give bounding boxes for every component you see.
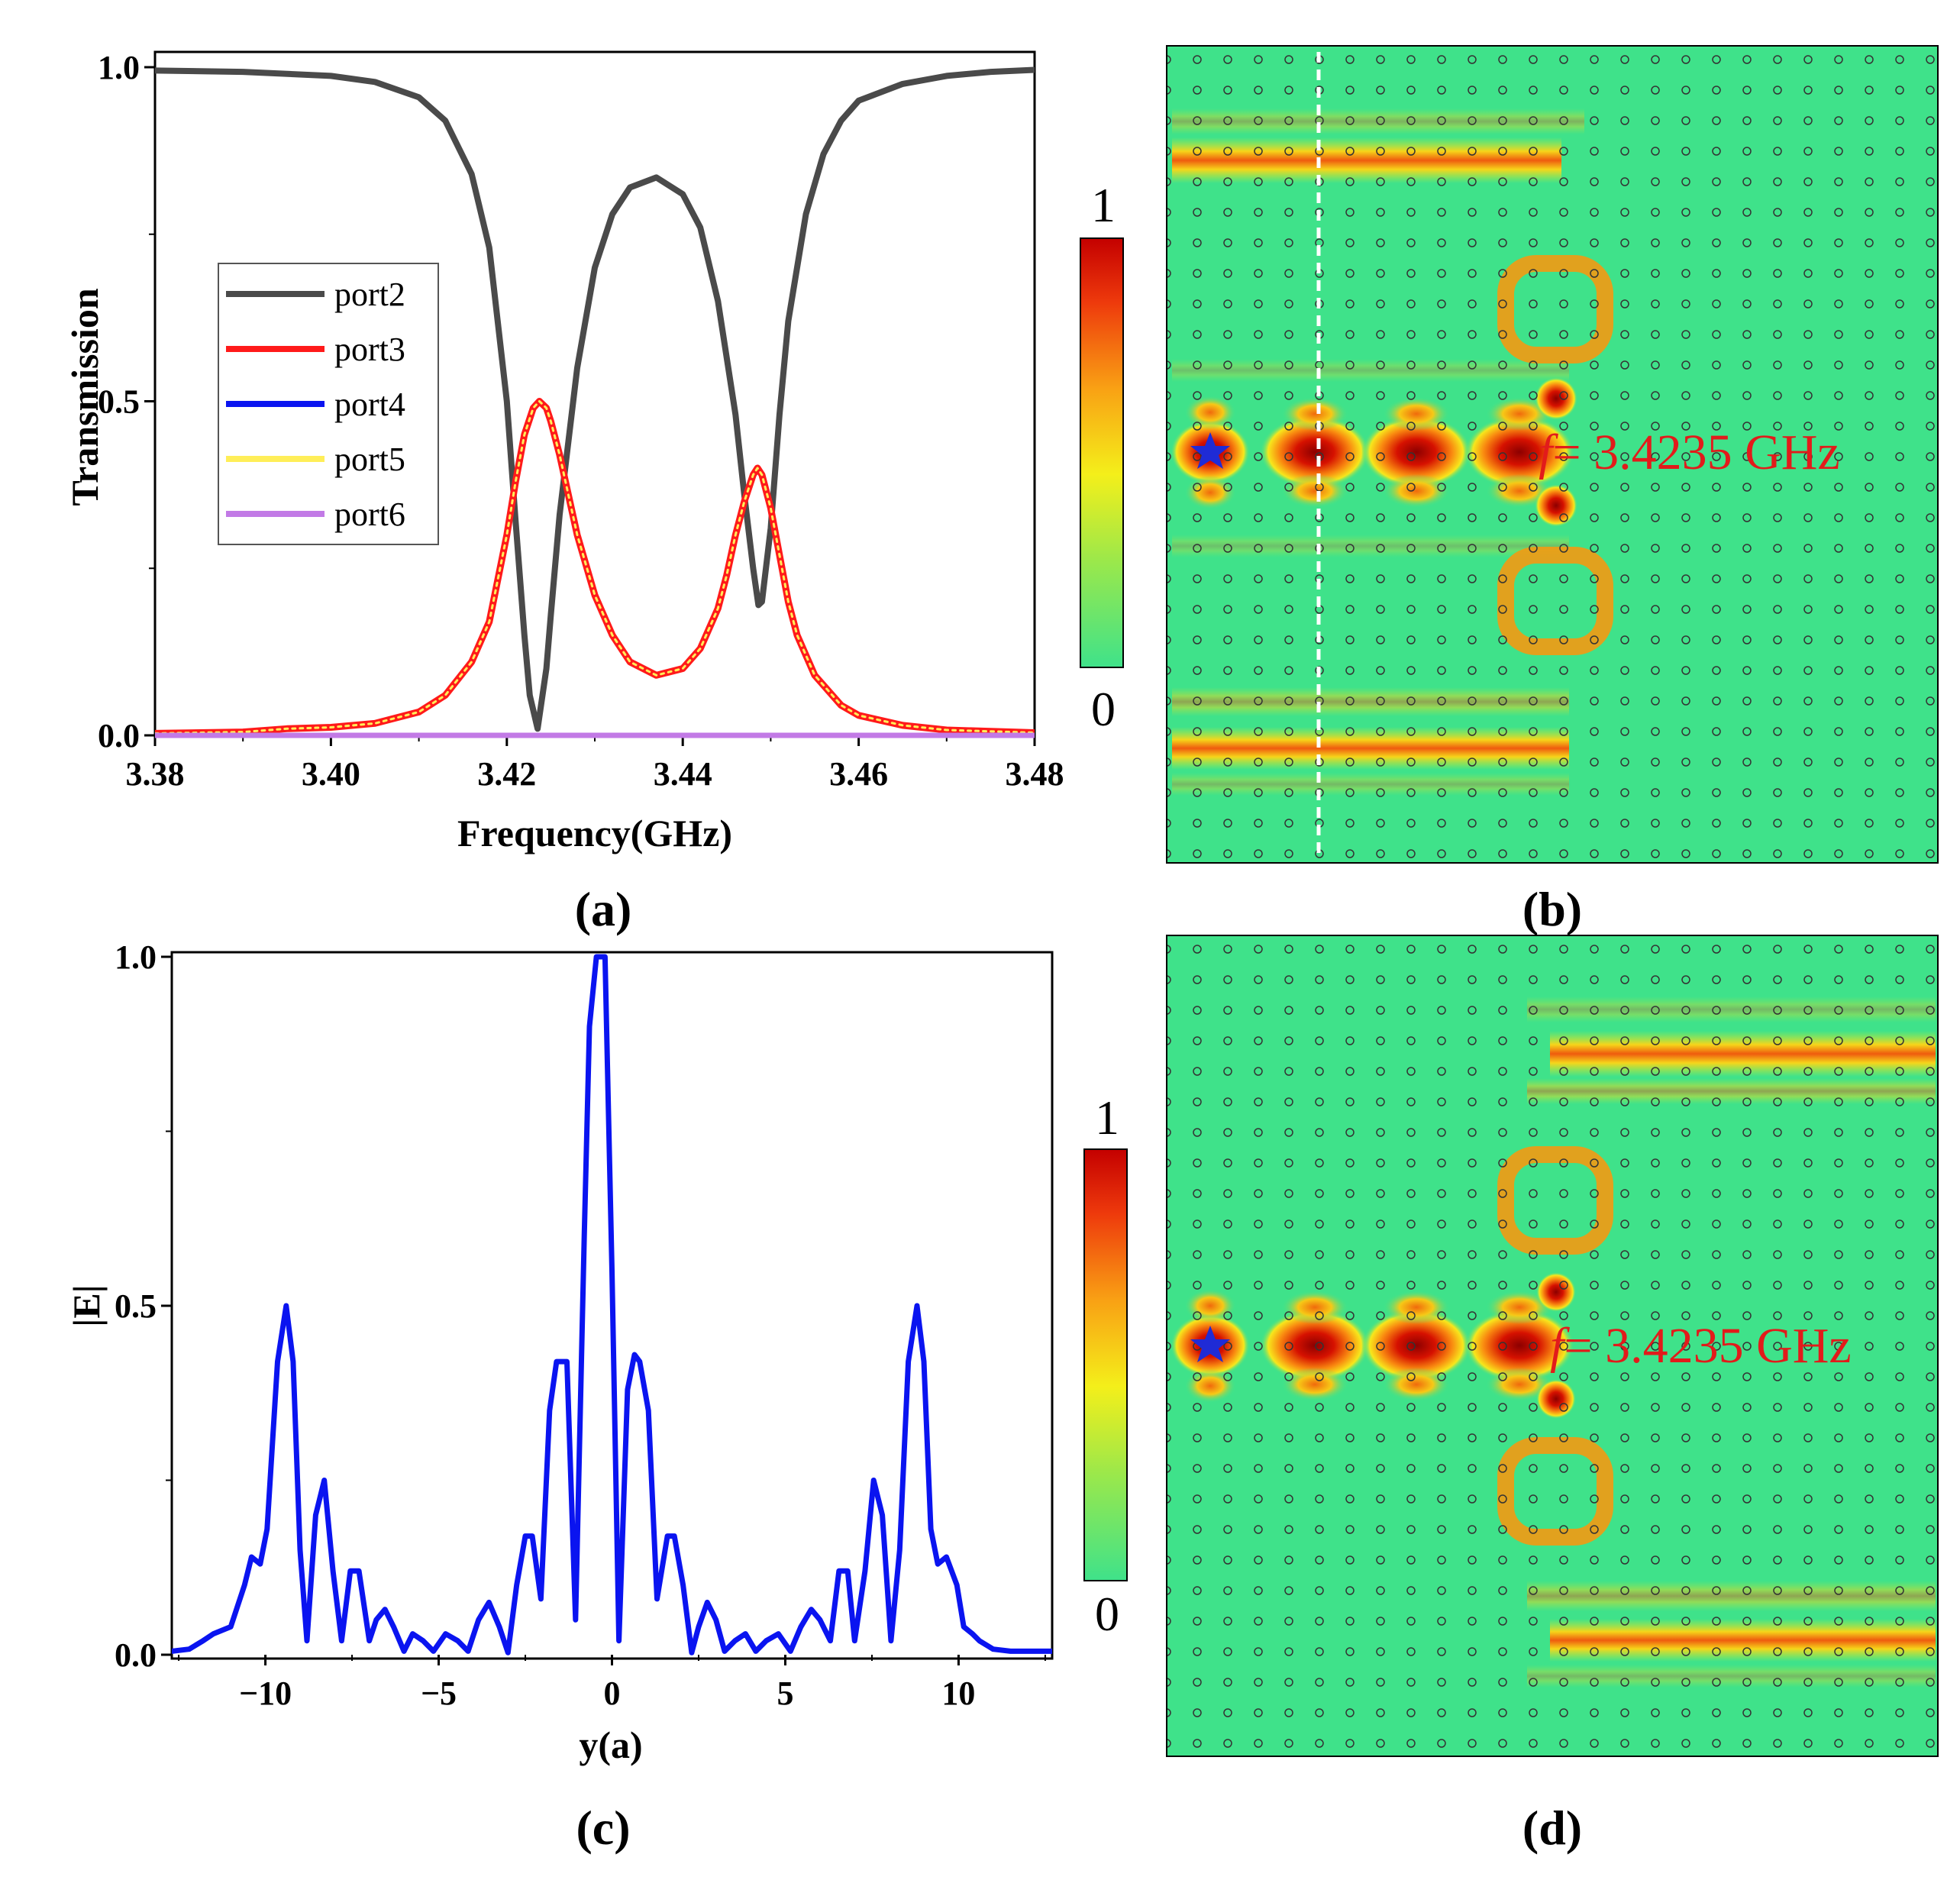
x-tick-label: 3.46 [829, 755, 888, 793]
x-tick-label: 10 [941, 1675, 975, 1712]
panel-a-legend: port2 port3 port4 port5 port6 [218, 263, 439, 545]
panel-c-x-ticks: −10 −5 0 5 10 [178, 1655, 1046, 1712]
panel-d-label: (d) [1522, 1801, 1582, 1855]
source-star-icon [1190, 1326, 1230, 1362]
panel-a-y-ticks: 0.0 0.5 1.0 [98, 49, 155, 754]
x-tick-label: 3.44 [654, 755, 712, 793]
x-tick-label: −5 [421, 1675, 457, 1712]
colorbar-d-min-label: 0 [1095, 1587, 1119, 1641]
x-tick-label: 3.42 [477, 755, 536, 793]
panel-c-y-ticks: 0.0 0.5 1.0 [115, 938, 172, 1674]
panel-a-series [155, 66, 1035, 738]
legend-label-port5: port5 [334, 441, 405, 478]
field-d-rod-lattice [1167, 935, 1938, 1756]
panel-c-y-axis-label: |E| [65, 1284, 108, 1326]
panel-a-chart: 0.0 0.5 1.0 3.38 3.40 3.42 3.44 3.46 3.48 Trans… [63, 49, 1064, 936]
colorbar-b-min-label: 0 [1091, 682, 1116, 736]
panel-b-field-map: f= 3.4235 GHz [1166, 45, 1939, 864]
source-star-icon [1190, 432, 1230, 469]
colorbar-b-gradient [1080, 237, 1124, 668]
panel-a-x-axis-label: Frequency(GHz) [457, 812, 732, 854]
series-line-port2 [155, 66, 1035, 732]
panel-c-x-axis-label: y(a) [579, 1723, 642, 1766]
x-tick-label: 5 [777, 1675, 793, 1712]
panel-c-series [172, 954, 1052, 1655]
y-tick-label: 1.0 [115, 938, 157, 976]
series-line-e [172, 954, 1052, 1655]
panel-a-x-ticks: 3.38 3.40 3.42 3.44 3.46 3.48 [126, 735, 1064, 793]
panel-c-label: (c) [576, 1801, 630, 1855]
field-d-frequency-label: f= 3.4235 GHz [1550, 1318, 1852, 1374]
panel-c-chart: 0.0 0.5 1.0 −10 −5 0 5 10 |E| y(a) (c) [65, 938, 1054, 1855]
y-tick-label: 0.5 [115, 1287, 157, 1325]
series-line-port5 [155, 400, 1035, 735]
y-tick-label: 1.0 [98, 49, 140, 86]
x-tick-label: 3.38 [126, 755, 185, 793]
y-tick-label: 0.5 [98, 383, 140, 421]
field-b-rod-lattice [1167, 46, 1938, 863]
colorbar-d: 1 0 [1083, 1090, 1128, 1641]
legend-label-port3: port3 [334, 331, 405, 368]
colorbar-b: 1 0 [1080, 178, 1124, 736]
colorbar-d-gradient [1083, 1148, 1128, 1581]
panel-a-label: (a) [575, 882, 632, 936]
panel-b-label: (b) [1522, 882, 1582, 936]
colorbar-d-max-label: 1 [1095, 1090, 1119, 1145]
x-tick-label: 3.40 [302, 755, 360, 793]
y-tick-label: 0.0 [115, 1636, 157, 1674]
field-b-frame [1166, 45, 1939, 864]
y-tick-label: 0.0 [98, 717, 140, 754]
legend-label-port6: port6 [334, 496, 405, 533]
x-tick-label: 0 [604, 1675, 621, 1712]
field-b-frequency-label: f= 3.4235 GHz [1539, 425, 1840, 480]
colorbar-b-max-label: 1 [1091, 178, 1116, 232]
panel-a-y-axis-label: Transmission [63, 288, 106, 506]
legend-label-port2: port2 [334, 276, 405, 313]
field-d-frame [1166, 935, 1939, 1757]
panel-d-field-map: f= 3.4235 GHz [1166, 935, 1939, 1757]
legend-label-port4: port4 [334, 386, 405, 423]
x-tick-label: 3.48 [1006, 755, 1064, 793]
x-tick-label: −10 [239, 1675, 292, 1712]
